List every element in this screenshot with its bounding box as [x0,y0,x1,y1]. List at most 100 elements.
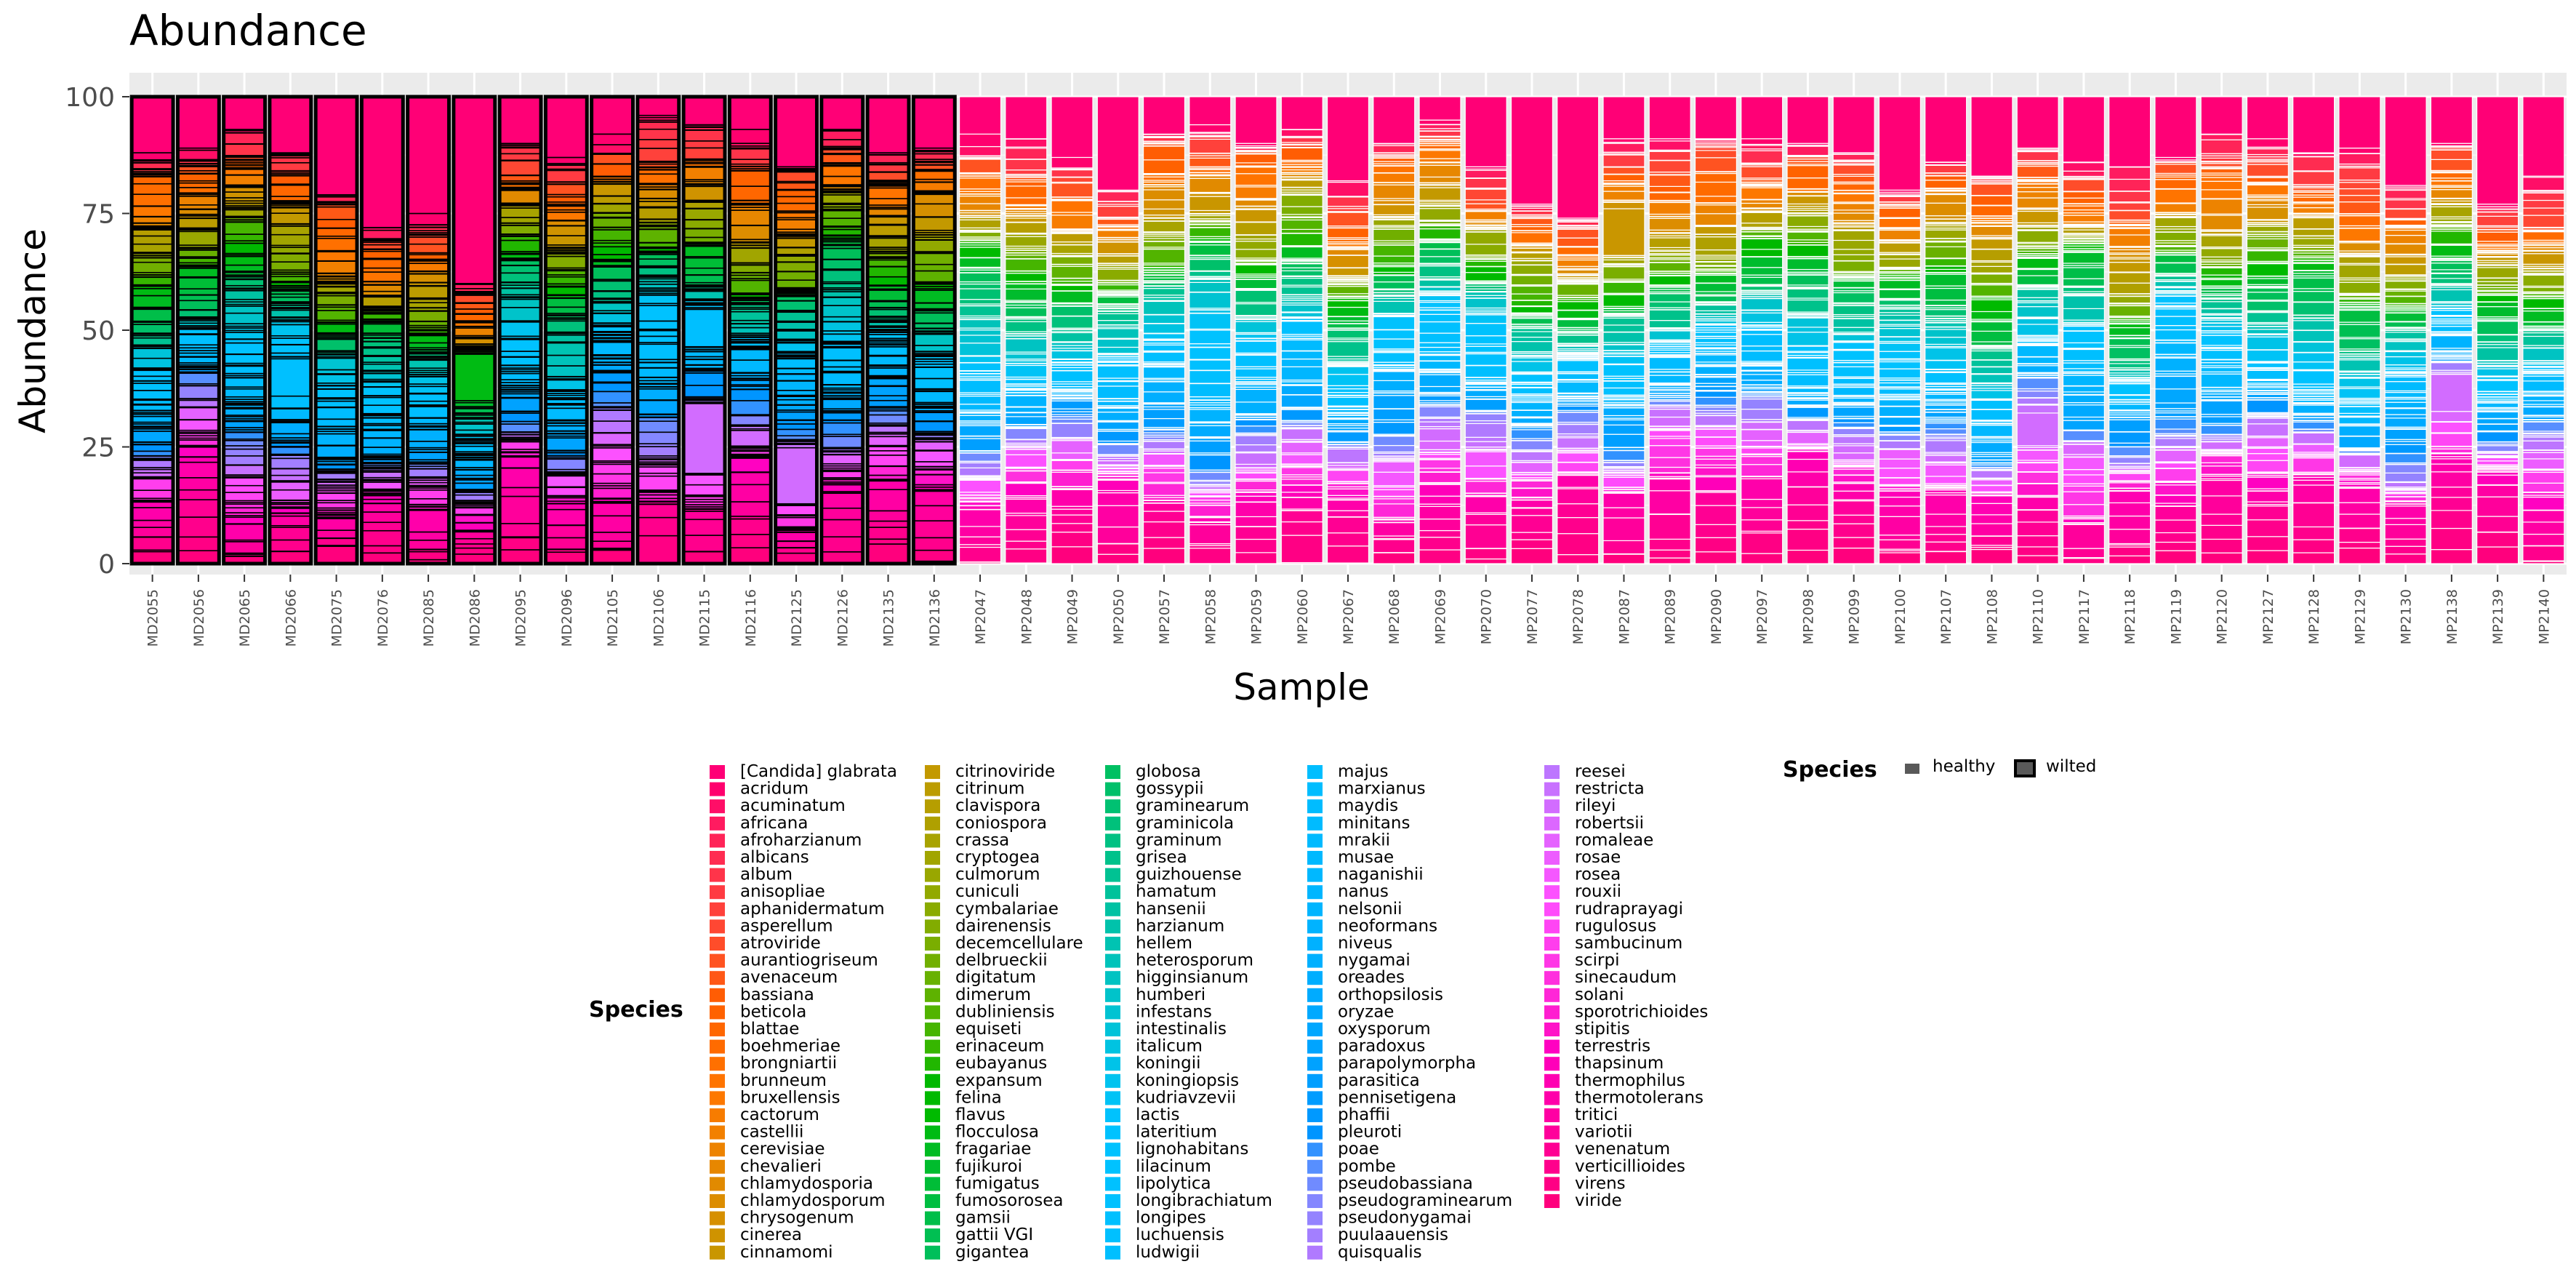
bar-segment-MD2065-51 [222,264,266,272]
bar-segment-MP2050-31 [1096,255,1139,264]
bar-segment-MD2086-137 [453,531,496,540]
bar-segment-MD2116-132 [729,457,772,473]
bar-segment-MD2135-111 [867,414,910,424]
bar-segment-MP2067-139 [1326,532,1370,547]
bar-segment-MP2070-115 [1464,423,1507,438]
bar-segment-MD2065-99 [222,408,266,416]
bar-segment-MD2066-136 [269,515,312,527]
bar-segment-MD2096-61 [545,320,588,333]
bar-segment-MP2049-111 [1051,418,1094,424]
bar-segment-MD2136-40 [912,252,956,265]
bar-segment-MD2125-109 [774,428,818,436]
bar-segment-MP2068-25 [1373,200,1416,205]
bar-segment-MD2116-108 [729,388,772,401]
bar-segment-MP2047-69 [958,319,1002,329]
bar-segment-MP2077-0 [1510,96,1554,205]
bar-segment-MP2090-137 [1694,492,1738,506]
bar-segment-MD2135-19 [867,198,910,206]
bar-segment-MD2135-136 [867,489,910,512]
bar-segment-MP2049-1 [1051,156,1094,169]
bar-segment-MP2070-137 [1464,513,1507,526]
bar-segment-MD2076-0 [361,96,404,228]
bar-segment-MD2055-108 [131,444,174,452]
bar-segment-MD2066-117 [269,474,312,481]
bar-segment-MD2116-140 [729,534,772,548]
bar-segment-MP2047-22 [958,195,1002,204]
bar-segment-MD2095-70 [499,298,542,308]
bar-segment-MP2050-54 [1096,296,1139,305]
bar-segment-MP2068-80 [1373,329,1416,340]
bar-segment-MD2116-137 [729,501,772,517]
bar-segment-MD2136-108 [912,420,956,433]
bar-segment-MD2085-39 [406,310,450,322]
bar-segment-MD2076-78 [361,386,404,396]
bar-segment-MD2056-23 [177,204,220,210]
bar-segment-MD2075-114 [315,472,358,480]
bar-segment-MD2135-124 [867,450,910,456]
bar-segment-MP2067-125 [1326,469,1370,482]
bar-segment-MD2076-16 [361,258,404,269]
bar-segment-MP2077-37 [1510,264,1554,275]
bar-segment-MP2048-135 [1005,498,1048,514]
bar-segment-MP2078-12 [1557,237,1600,247]
bar-segment-MD2075-34 [315,286,358,293]
bar-segment-MD2135-23 [867,208,910,217]
bar-segment-MD2126-4 [821,139,864,148]
bar-segment-MD2115-107 [683,372,726,386]
bar-segment-MD2106-111 [637,420,680,433]
bar-segment-MP2070-9 [1464,188,1507,201]
bar-segment-MD2125-40 [774,271,818,281]
bar-segment-MP2047-60 [958,288,1002,300]
bar-segment-MP2077-48 [1510,305,1554,313]
bar-segment-MP2050-27 [1096,241,1139,255]
bar-segment-MD2065-50 [222,255,266,266]
bar-segment-MP2047-64 [958,305,1002,317]
bar-segment-MP2069-24 [1419,176,1461,183]
bar-segment-MP2077-80 [1510,373,1554,383]
bar-segment-MD2126-120 [821,454,864,465]
bar-segment-MD2096-55 [545,306,588,314]
bar-segment-MD2125-87 [774,358,818,369]
bar-segment-MP2047-115 [958,467,1002,476]
bar-segment-MD2125-16 [774,202,818,212]
bar-segment-MD2125-95 [774,380,818,391]
bar-segment-MP2047-59 [958,283,1002,289]
bar-segment-MD2056-41 [177,249,220,257]
bar-segment-MD2075-72 [315,357,358,371]
bar-segment-MP2090-138 [1694,505,1738,525]
bar-segment-MP2069-136 [1419,505,1461,520]
bar-segment-MP2049-130 [1051,471,1094,487]
bar-segment-MD2116-92 [729,348,772,361]
bar-segment-MP2069-6 [1419,130,1461,137]
bar-segment-MP2087-34 [1602,259,1645,265]
bar-segment-MP2058-1 [1189,124,1232,133]
bar-segment-MD2135-138 [867,520,910,528]
bar-segment-MD2136-84 [912,377,956,390]
bar-segment-MD2096-11 [545,183,588,196]
bar-segment-MD2106-102 [637,399,680,415]
bar-segment-MD2055-139 [131,536,174,551]
bar-segment-MP2059-117 [1235,452,1277,465]
bar-segment-MP2059-138 [1235,526,1277,540]
bar-segment-MD2065-90 [222,388,266,398]
bar-segment-MD2106-91 [637,367,680,378]
bar-segment-MD2125-15 [774,196,818,204]
bar-segment-MD2116-93 [729,359,772,374]
bar-segment-MP2089-136 [1648,490,1691,515]
bar-segment-MP2050-37 [1096,268,1139,281]
bar-segment-MD2096-19 [545,211,588,221]
bar-segment-MD2105-44 [590,229,634,241]
bar-segment-MP2070-78 [1464,323,1507,337]
bar-segment-MD2136-105 [912,412,956,422]
bar-segment-MD2086-140 [453,547,496,555]
bar-segment-MD2066-67 [269,309,312,318]
bar-segment-MP2057-26 [1142,199,1186,210]
bar-segment-MP2069-62 [1419,265,1461,278]
bar-segment-MD2065-104 [222,420,266,428]
bar-segment-MP2049-135 [1051,489,1094,507]
bar-segment-MP2059-81 [1235,340,1277,353]
bar-segment-MP2089-118 [1648,416,1691,427]
bar-segment-MD2086-131 [453,514,496,524]
bar-segment-MD2135-116 [867,425,910,433]
bar-segment-MP2060-58 [1280,267,1323,271]
